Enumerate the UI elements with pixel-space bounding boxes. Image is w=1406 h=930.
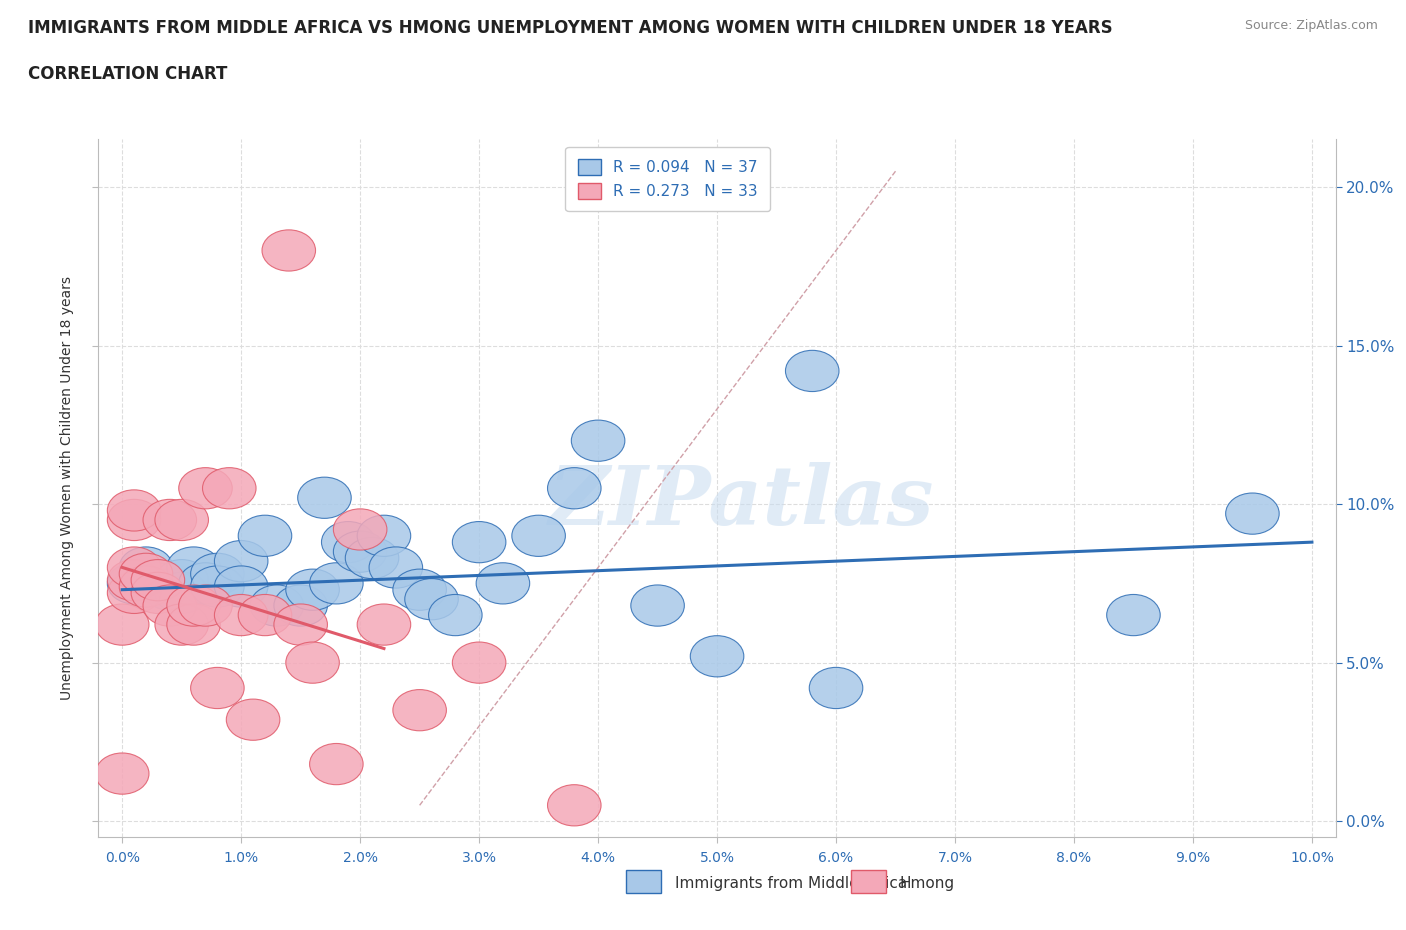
- Text: 5.0%: 5.0%: [700, 851, 734, 865]
- Text: Source: ZipAtlas.com: Source: ZipAtlas.com: [1244, 19, 1378, 32]
- Text: 6.0%: 6.0%: [818, 851, 853, 865]
- Text: 7.0%: 7.0%: [938, 851, 973, 865]
- Text: 9.0%: 9.0%: [1175, 851, 1211, 865]
- Text: 4.0%: 4.0%: [581, 851, 616, 865]
- Text: 10.0%: 10.0%: [1289, 851, 1334, 865]
- Text: 2.0%: 2.0%: [343, 851, 378, 865]
- Text: 1.0%: 1.0%: [224, 851, 259, 865]
- Text: CORRELATION CHART: CORRELATION CHART: [28, 65, 228, 83]
- Text: 0.0%: 0.0%: [104, 851, 139, 865]
- Text: IMMIGRANTS FROM MIDDLE AFRICA VS HMONG UNEMPLOYMENT AMONG WOMEN WITH CHILDREN UN: IMMIGRANTS FROM MIDDLE AFRICA VS HMONG U…: [28, 19, 1112, 36]
- Text: 8.0%: 8.0%: [1056, 851, 1091, 865]
- Text: Hmong: Hmong: [900, 876, 955, 891]
- Y-axis label: Unemployment Among Women with Children Under 18 years: Unemployment Among Women with Children U…: [60, 276, 75, 700]
- Text: ZIPatlas: ZIPatlas: [550, 462, 935, 542]
- Legend: R = 0.094   N = 37, R = 0.273   N = 33: R = 0.094 N = 37, R = 0.273 N = 33: [565, 147, 769, 211]
- Text: 3.0%: 3.0%: [461, 851, 496, 865]
- Text: Immigrants from Middle Africa: Immigrants from Middle Africa: [675, 876, 907, 891]
